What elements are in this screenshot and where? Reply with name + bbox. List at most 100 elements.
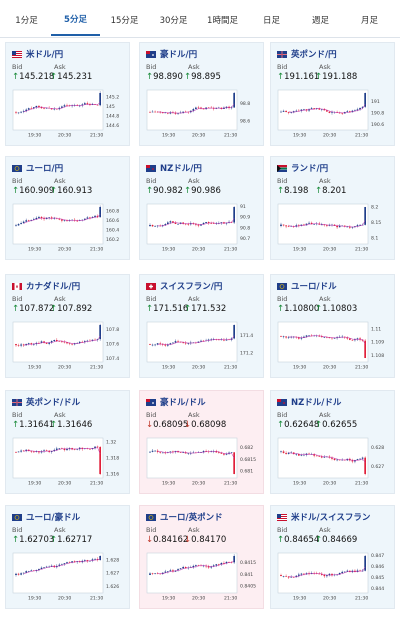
tab-2[interactable]: 15分足	[110, 16, 139, 26]
ask-value: ↑0.62655	[315, 420, 357, 430]
currency-card[interactable]: ユーロ/ドル Bid Ask ↑1.10800 ↑1.10803 1.11 1.109 1.1…	[270, 274, 395, 378]
bid-label: Bid	[146, 63, 157, 71]
moving-average-line	[288, 335, 366, 345]
pair-name[interactable]: NZドル/円	[160, 164, 202, 174]
pair-name[interactable]: 米ドル/スイスフラン	[291, 513, 371, 523]
candle-body	[341, 571, 344, 573]
pair-title[interactable]: ランド/円	[277, 162, 328, 174]
currency-card[interactable]: 米ドル/スイスフラン Bid Ask ↑0.84654 ↑0.84669 0.847 0.8…	[270, 505, 395, 609]
pair-title[interactable]: NZドル/円	[146, 162, 202, 174]
candle-body	[68, 448, 71, 449]
currency-card[interactable]: 豪ドル/円 Bid Ask ↑98.890 ↑98.895 98.8 98.6 19:30 20…	[139, 42, 264, 146]
pair-title[interactable]: 英ポンド/円	[277, 48, 337, 60]
candlestick-chart[interactable]: 91 90.9 90.8 90.7 19:30 20:30 21:30	[145, 202, 257, 254]
currency-card[interactable]: NZドル/円 Bid Ask ↑90.982 ↑90.986 91 90.9 90.8 90.7…	[139, 156, 264, 260]
pair-title[interactable]: 英ポンド/ドル	[12, 396, 80, 408]
candlestick-chart[interactable]: 98.8 98.6 19:30 20:30 21:30	[145, 88, 257, 140]
currency-card[interactable]: ユーロ/円 Bid Ask ↑160.909 ↑160.913 160.8 160.6 160…	[5, 156, 130, 260]
candlestick-chart[interactable]: 1.11 1.109 1.108 19:30 20:30 21:30	[276, 320, 388, 372]
candle-body	[349, 338, 351, 340]
tab-3[interactable]: 30分足	[159, 16, 188, 26]
y-tick-label: 160.6	[106, 218, 119, 224]
nz-flag-icon	[277, 398, 287, 406]
candlestick-chart[interactable]: 0.847 0.846 0.845 0.844 19:30 20:30 21:30	[276, 551, 388, 603]
pair-name[interactable]: スイスフラン/円	[160, 282, 223, 292]
pair-title[interactable]: ユーロ/ドル	[277, 280, 337, 292]
pair-name[interactable]: 豪ドル/ドル	[160, 398, 206, 408]
currency-card[interactable]: スイスフラン/円 Bid Ask ↑171.516 ↑171.532 171.4 171.2…	[139, 274, 264, 378]
candlestick-chart[interactable]: 8.2 8.15 8.1 19:30 20:30 21:30	[276, 202, 388, 254]
pair-title[interactable]: スイスフラン/円	[146, 280, 222, 292]
candle-body	[331, 457, 333, 459]
tab-5[interactable]: 日足	[262, 16, 280, 26]
candle-body	[233, 556, 235, 563]
bid-value: ↑0.62648	[277, 420, 319, 430]
pair-name[interactable]: ランド/円	[291, 164, 329, 174]
candle-body	[290, 112, 293, 114]
candle-body	[38, 568, 40, 570]
candle-body	[177, 113, 179, 114]
ask-label: Ask	[54, 411, 66, 419]
currency-card[interactable]: 英ポンド/ドル Bid Ask ↑1.31641 ↑1.31646 1.32 1.318 1.…	[5, 390, 130, 494]
pair-title[interactable]: 米ドル/スイスフラン	[277, 511, 370, 523]
moving-average-line	[288, 566, 366, 578]
pair-name[interactable]: 英ポンド/円	[291, 50, 337, 60]
pair-name[interactable]: ユーロ/ドル	[291, 282, 337, 292]
candlestick-chart[interactable]: 191 190.8 190.6 19:30 20:30 21:30	[276, 88, 388, 140]
pair-name[interactable]: ユーロ/英ポンド	[160, 513, 223, 523]
pair-name[interactable]: 英ポンド/ドル	[26, 398, 81, 408]
candle-body	[220, 339, 223, 341]
candlestick-chart[interactable]: 160.8 160.6 160.4 160.2 19:30 20:30 21:30	[11, 202, 123, 254]
pair-name[interactable]: ユーロ/豪ドル	[26, 513, 81, 523]
pair-title[interactable]: 豪ドル/ドル	[146, 396, 206, 408]
candlestick-chart[interactable]: 0.8415 0.841 0.8405 19:30 20:30 21:30	[145, 551, 257, 603]
candle-body	[338, 336, 341, 338]
candlestick-chart[interactable]: 1.628 1.627 1.626 19:30 20:30 21:30	[11, 551, 123, 603]
candlestick-chart[interactable]: 145.2 145 144.8 144.6 19:30 20:30 21:30	[11, 88, 123, 140]
x-tick-label: 19:30	[28, 365, 41, 371]
candlestick-chart[interactable]: 0.682 0.6815 0.681 19:30 20:30 21:30	[145, 436, 257, 488]
up-arrow-icon: ↑	[50, 186, 58, 196]
tab-7[interactable]: 月足	[360, 16, 378, 26]
candlestick-chart[interactable]: 1.32 1.318 1.316 19:30 20:30 21:30	[11, 436, 123, 488]
currency-card[interactable]: ランド/円 Bid Ask ↑8.198 ↑8.201 8.2 8.15 8.1 19:30 20…	[270, 156, 395, 260]
pair-name[interactable]: ユーロ/円	[26, 164, 64, 174]
pair-title[interactable]: ユーロ/英ポンド	[146, 511, 223, 523]
pair-title[interactable]: ユーロ/豪ドル	[12, 511, 80, 523]
y-tick-label: 0.847	[371, 553, 384, 559]
pair-title[interactable]: 豪ドル/円	[146, 48, 197, 60]
tab-0[interactable]: 1分足	[15, 16, 38, 26]
pair-title[interactable]: ユーロ/円	[12, 162, 63, 174]
tab-1[interactable]: 5分足	[51, 4, 100, 36]
candle-body	[197, 107, 200, 109]
x-tick-label: 19:30	[28, 133, 41, 139]
pair-name[interactable]: 米ドル/円	[26, 50, 64, 60]
tab-6[interactable]: 週足	[311, 16, 329, 26]
candle-body	[326, 225, 328, 226]
ask-price: 0.84170	[191, 535, 227, 545]
currency-card[interactable]: 英ポンド/円 Bid Ask ↑191.161 ↑191.188 191 190.8 190.…	[270, 42, 395, 146]
currency-card[interactable]: ユーロ/豪ドル Bid Ask ↑1.62703 ↑1.62717 1.628 1.627 1…	[5, 505, 130, 609]
candle-body	[84, 103, 86, 105]
pair-title[interactable]: NZドル/ドル	[277, 396, 341, 408]
candlestick-chart[interactable]: 0.628 0.627 19:30 20:30 21:30	[276, 436, 388, 488]
up-arrow-icon: ↑	[12, 186, 20, 196]
currency-card[interactable]: NZドル/ドル Bid Ask ↑0.62648 ↑0.62655 0.628 0.627 1…	[270, 390, 395, 494]
pair-title[interactable]: 米ドル/円	[12, 48, 63, 60]
currency-card[interactable]: 米ドル/円 Bid Ask ↑145.218 ↑145.231 145.2 145 144.8…	[5, 42, 130, 146]
currency-card[interactable]: 豪ドル/ドル Bid Ask ↓0.68095 ↓0.68098 0.682 0.6815 0…	[139, 390, 264, 494]
candle-body	[189, 453, 192, 454]
tab-4[interactable]: 1時間足	[207, 16, 238, 26]
candle-body	[177, 569, 179, 571]
candle-body	[33, 451, 35, 453]
pair-name[interactable]: 豪ドル/円	[160, 50, 198, 60]
pair-name[interactable]: NZドル/ドル	[291, 398, 342, 408]
currency-card[interactable]: ユーロ/英ポンド Bid Ask ↓0.84162 ↓0.84170 0.8415 0.84…	[139, 505, 264, 609]
candle-body	[68, 343, 71, 344]
candlestick-chart[interactable]: 171.4 171.2 19:30 20:30 21:30	[145, 320, 257, 372]
pair-title[interactable]: カナダドル/円	[12, 280, 80, 292]
pair-name[interactable]: カナダドル/円	[26, 282, 81, 292]
candlestick-chart[interactable]: 107.8 107.6 107.4 19:30 20:30 21:30	[11, 320, 123, 372]
candle-body	[149, 344, 151, 345]
currency-card[interactable]: カナダドル/円 Bid Ask ↑107.872 ↑107.892 107.8 107.6 1…	[5, 274, 130, 378]
